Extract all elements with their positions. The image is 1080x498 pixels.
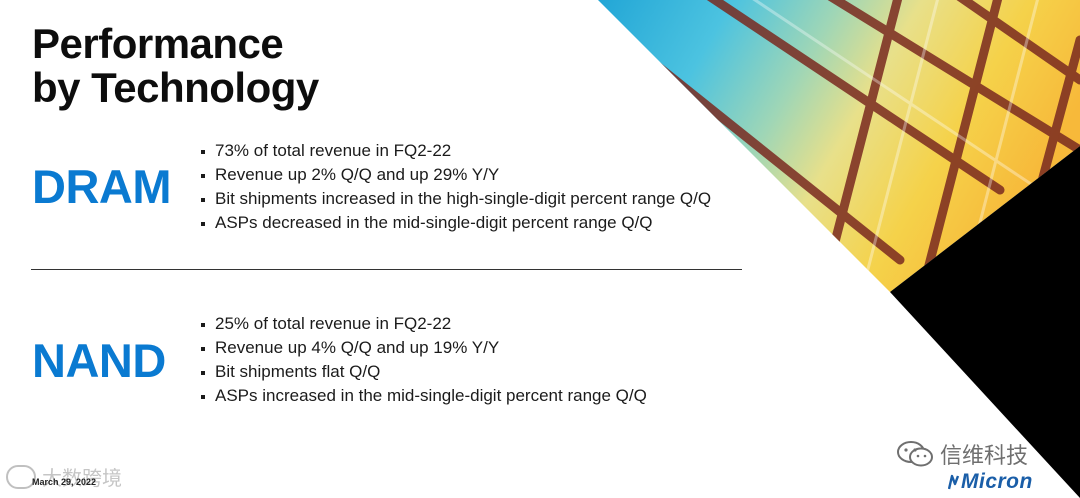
page-title: Performance by Technology [32,22,319,110]
list-item: Bit shipments increased in the high-sing… [200,187,711,211]
list-item: 25% of total revenue in FQ2-22 [200,312,647,336]
wechat-icon [897,441,933,467]
black-corner-shape [890,146,1080,498]
list-item: Revenue up 4% Q/Q and up 19% Y/Y [200,336,647,360]
watermark-left: 大数跨境 [6,462,122,491]
list-item: 73% of total revenue in FQ2-22 [200,139,711,163]
list-item: Revenue up 2% Q/Q and up 29% Y/Y [200,163,711,187]
dram-heading: DRAM [32,160,171,213]
list-item: ASPs decreased in the mid-single-digit p… [200,211,711,235]
micron-logo: Micron [948,470,1033,494]
slide-date: March 29, 2022 [32,477,97,487]
watermark-right: 信维科技 [896,438,1028,470]
title-line-1: Performance [32,20,284,67]
micron-logo-mark-icon [948,474,960,490]
logo-text: Micron [961,470,1033,493]
list-item: Bit shipments flat Q/Q [200,360,647,384]
nand-bullet-list: 25% of total revenue in FQ2-22 Revenue u… [200,312,647,408]
title-line-2: by Technology [32,64,319,111]
watermark-left-text: 大数跨境 [42,466,122,490]
nand-heading: NAND [32,334,166,387]
section-divider [31,269,742,270]
watermark-right-text: 信维科技 [940,444,1029,469]
list-item: ASPs increased in the mid-single-digit p… [200,384,647,408]
watermark-logo-icon [6,464,36,489]
dram-bullet-list: 73% of total revenue in FQ2-22 Revenue u… [200,139,711,235]
